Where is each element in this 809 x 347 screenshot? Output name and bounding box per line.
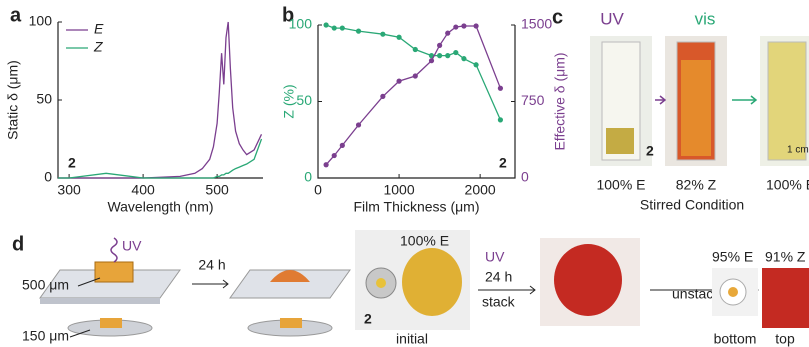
y2-tick-label: 750 xyxy=(521,92,545,108)
x-tick-label: 0 xyxy=(314,182,322,198)
point xyxy=(445,31,450,36)
point xyxy=(473,62,478,67)
x-tick-label: 400 xyxy=(131,182,155,198)
point xyxy=(453,50,458,55)
crystals xyxy=(100,318,122,328)
point xyxy=(498,86,503,91)
scale-label: 1 cm xyxy=(787,145,809,156)
point xyxy=(324,162,329,167)
film-photo xyxy=(554,244,622,316)
point xyxy=(437,53,442,58)
legend-label: Z xyxy=(93,39,103,55)
annotation: 2 xyxy=(499,155,507,171)
point xyxy=(461,23,466,28)
time-label: 24 h xyxy=(198,257,225,273)
slab-edge xyxy=(40,298,160,304)
arrow xyxy=(655,96,665,104)
legend-label: E xyxy=(94,21,104,37)
state-label: 95% E xyxy=(712,249,753,265)
x-tick-label: 1000 xyxy=(383,182,414,198)
crystals xyxy=(606,128,634,154)
point xyxy=(380,32,385,37)
vis-label: vis xyxy=(695,9,716,28)
point xyxy=(396,79,401,84)
caption: top xyxy=(775,331,795,347)
panel-label: d xyxy=(12,233,24,255)
panel-label: c xyxy=(552,6,563,28)
crystals xyxy=(376,278,386,288)
point xyxy=(324,22,329,27)
y-tick-label: 50 xyxy=(296,92,312,108)
y-tick-label: 100 xyxy=(29,13,53,29)
state-label: 100% E xyxy=(400,233,449,249)
uv-label: UV xyxy=(485,249,505,265)
state-label: 91% Z xyxy=(765,249,806,265)
arrow xyxy=(732,96,756,104)
stack-label: stack xyxy=(482,294,516,310)
point xyxy=(380,94,385,99)
y-tick-label: 0 xyxy=(44,169,52,185)
x-axis-label: Stirred Condition xyxy=(640,197,744,213)
crystals xyxy=(681,60,711,156)
compound-label: 2 xyxy=(646,143,654,159)
x-tick-label: 2000 xyxy=(465,182,496,198)
x-tick-label: 300 xyxy=(57,182,81,198)
panel-d: d UV 500 μm 150 μm 24 h 100% E 2 initial… xyxy=(12,230,809,347)
y-tick-label: 0 xyxy=(304,169,312,185)
point xyxy=(356,122,361,127)
point xyxy=(413,73,418,78)
crystals xyxy=(280,318,302,328)
point xyxy=(413,47,418,52)
point xyxy=(429,58,434,63)
panel-c: c UV vis 2 1 cm 100% E 82% Z 100% E Stir… xyxy=(552,6,809,212)
crystals xyxy=(728,287,738,297)
caption: 100% E xyxy=(596,177,645,193)
crystals xyxy=(95,262,133,282)
arrow xyxy=(192,280,228,288)
caption: 82% Z xyxy=(676,177,717,193)
uv-label: UV xyxy=(600,9,624,28)
series-line xyxy=(58,139,262,178)
point xyxy=(445,53,450,58)
y2-axis-label: Effective δ (μm) xyxy=(552,52,568,150)
y-axis-label: Z (%) xyxy=(281,84,297,118)
y-tick-label: 100 xyxy=(289,16,313,32)
panel-label: a xyxy=(10,4,22,26)
film-photo xyxy=(402,248,462,316)
caption: initial xyxy=(396,331,428,347)
y-tick-label: 50 xyxy=(36,91,52,107)
point xyxy=(356,29,361,34)
point xyxy=(437,43,442,48)
x-axis-label: Film Thickness (μm) xyxy=(353,199,479,215)
y2-tick-label: 1500 xyxy=(521,16,552,32)
time-label: 24 h xyxy=(485,269,512,285)
point xyxy=(332,25,337,30)
thickness-label: 150 μm xyxy=(22,328,69,344)
point xyxy=(461,56,466,61)
point xyxy=(396,35,401,40)
point xyxy=(332,153,337,158)
x-axis-label: Wavelength (nm) xyxy=(107,199,213,215)
series-line xyxy=(326,26,500,165)
film-photo xyxy=(762,268,809,328)
point xyxy=(340,143,345,148)
thickness-label: 500 μm xyxy=(22,277,69,293)
annotation: 2 xyxy=(68,155,76,171)
uv-label: UV xyxy=(122,238,142,254)
figure: c UV vis 2 1 cm 100% E 82% Z 100% E Stir… xyxy=(0,0,809,347)
series-line xyxy=(58,22,262,178)
series-line xyxy=(326,25,500,120)
point xyxy=(498,117,503,122)
compound-label: 2 xyxy=(364,311,372,327)
x-tick-label: 500 xyxy=(205,182,229,198)
y-axis-label: Static δ (μm) xyxy=(5,60,21,140)
uv-wave xyxy=(111,238,117,262)
vial xyxy=(768,42,806,160)
caption: 100% E xyxy=(766,177,809,193)
y2-tick-label: 0 xyxy=(521,169,529,185)
point xyxy=(453,24,458,29)
caption: bottom xyxy=(714,331,757,347)
point xyxy=(473,23,478,28)
point xyxy=(340,25,345,30)
